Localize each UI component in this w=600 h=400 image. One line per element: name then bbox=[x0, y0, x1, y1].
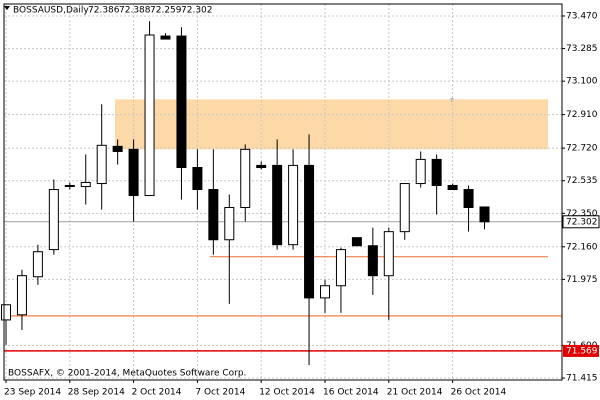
x-tick-label: 2 Oct 2014 bbox=[132, 388, 182, 398]
header-close: 72.302 bbox=[181, 6, 213, 16]
level-label: 71.569 bbox=[566, 346, 598, 356]
candle-body bbox=[399, 183, 410, 233]
candle-body bbox=[128, 148, 139, 197]
x-tick-label: 28 Sep 2014 bbox=[68, 388, 125, 398]
candle-body bbox=[48, 189, 59, 251]
header-high: 72.388 bbox=[119, 6, 151, 16]
candle-body bbox=[32, 251, 43, 278]
candle-body bbox=[272, 164, 283, 246]
candle-body bbox=[320, 285, 330, 299]
candle-body bbox=[383, 231, 394, 277]
candle-body bbox=[224, 207, 235, 241]
y-tick-label: 71.975 bbox=[566, 275, 598, 285]
candle-body bbox=[304, 164, 315, 299]
candle-body bbox=[288, 164, 299, 246]
x-tick-label: 7 Oct 2014 bbox=[195, 388, 245, 398]
y-tick-label: 73.470 bbox=[566, 11, 598, 21]
candle-body bbox=[479, 206, 490, 223]
footer: BOSSAFX, © 2001-2014, MetaQuotes Softwar… bbox=[8, 369, 246, 379]
x-tick-label: 16 Oct 2014 bbox=[323, 388, 379, 398]
candle-body bbox=[96, 144, 107, 185]
price-label: 72.302 bbox=[566, 217, 598, 227]
x-tick-label: 21 Oct 2014 bbox=[387, 388, 443, 398]
candle-body bbox=[160, 35, 171, 40]
y-tick-label: 73.285 bbox=[566, 44, 598, 54]
candle-body bbox=[16, 275, 27, 316]
x-tick-label: 26 Oct 2014 bbox=[451, 388, 507, 398]
candle-body bbox=[240, 148, 251, 209]
candle-body bbox=[144, 34, 155, 197]
y-tick-label: 72.720 bbox=[566, 144, 598, 154]
y-tick-label: 72.535 bbox=[566, 176, 598, 186]
candle-body bbox=[431, 158, 442, 186]
candle-body bbox=[256, 164, 267, 169]
y-tick-label: 73.100 bbox=[566, 77, 598, 87]
candle-body bbox=[192, 167, 203, 191]
x-tick-label: 23 Sep 2014 bbox=[4, 388, 61, 398]
level-label-box bbox=[563, 344, 599, 357]
y-tick-label: 72.160 bbox=[566, 242, 598, 252]
chart-title: BOSSAUSD,Daily bbox=[13, 6, 89, 16]
candle-body bbox=[64, 184, 75, 187]
candle-body bbox=[176, 35, 187, 169]
candle-body bbox=[1, 304, 11, 321]
plot-border bbox=[3, 3, 563, 381]
plot-area bbox=[1, 4, 562, 380]
candle-body bbox=[80, 181, 91, 188]
zone bbox=[115, 99, 548, 150]
candle-body bbox=[463, 189, 474, 209]
y-tick-label: 72.910 bbox=[566, 110, 598, 120]
y-tick-label: 72.350 bbox=[566, 209, 598, 219]
candle-body bbox=[447, 184, 458, 191]
candle-body bbox=[208, 189, 219, 241]
menu-arrow bbox=[4, 6, 10, 10]
price-label-box bbox=[562, 215, 600, 229]
header-open: 72.386 bbox=[88, 6, 120, 16]
candle-body bbox=[351, 237, 362, 247]
header-low: 72.259 bbox=[150, 6, 182, 16]
zone-marker bbox=[450, 98, 454, 103]
y-tick-label: 71.415 bbox=[566, 374, 598, 384]
candle-body bbox=[112, 145, 123, 152]
candle-body bbox=[367, 245, 378, 277]
candle-body bbox=[335, 249, 346, 287]
candle-body bbox=[415, 158, 426, 185]
x-tick-label: 12 Oct 2014 bbox=[259, 388, 315, 398]
